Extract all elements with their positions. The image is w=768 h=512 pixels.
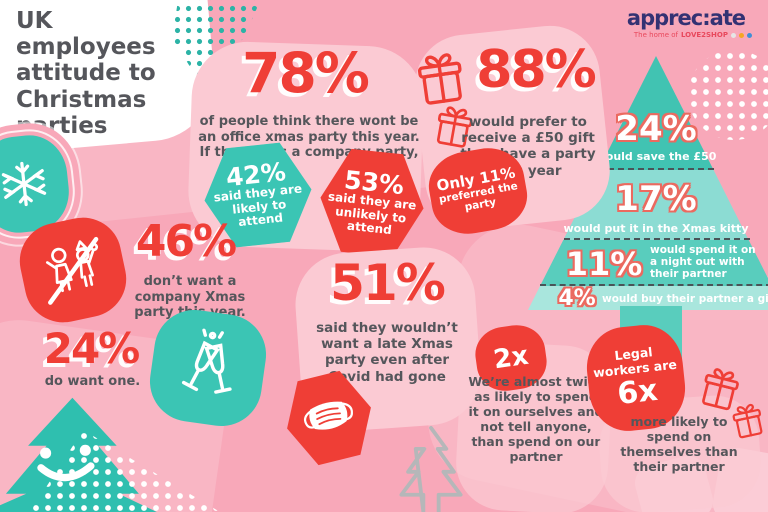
outline-tree-icon xyxy=(388,424,474,512)
page-title: UK employees attitude to Christmas parti… xyxy=(16,8,156,139)
snowflake-icon xyxy=(0,155,53,212)
champagne-badge xyxy=(144,304,272,432)
stat-2x-text: We’re almost twice as likely to spend it… xyxy=(468,374,604,464)
no-party-icon xyxy=(28,225,118,315)
stat-51-text: said they wouldn’t want a late Xmas part… xyxy=(316,320,458,385)
stat-88-value: 88% xyxy=(476,40,596,100)
brand-tagline: The home of LOVE2SHOP xyxy=(620,31,752,39)
tree-tier-4-value: 4% xyxy=(558,286,596,311)
stat-6x-text: more likely to spend on themselves than … xyxy=(620,414,738,474)
tree-tier-3-label: would spend it on a night out with their… xyxy=(650,244,756,281)
tagline-brand: LOVE2SHOP xyxy=(680,31,728,39)
stat-46-value: 46% xyxy=(135,216,237,267)
tagline-dot xyxy=(739,32,744,38)
gift-icon xyxy=(428,101,479,154)
tree-divider xyxy=(540,284,768,286)
no-party-badge xyxy=(12,210,134,330)
stat-24-value: 24% xyxy=(43,324,141,373)
halftone-dots-circle xyxy=(688,50,768,140)
stat-24-text: do want one. xyxy=(44,374,141,389)
brand-logo: apprec:ate xyxy=(626,6,746,30)
tree-tier-1-value: 24% xyxy=(615,109,697,149)
tree-breakdown-chart: 24% would save the £50 17% would put it … xyxy=(528,56,768,312)
stat-78-value: 78% xyxy=(242,41,370,105)
tree-tier-2-label: would put it in the Xmas kitty xyxy=(563,222,749,235)
mask-badge xyxy=(274,362,384,473)
champagne-icon xyxy=(161,321,256,416)
stat-53-text: said they are unlikely to attend xyxy=(327,189,418,238)
tree-tier-2-value: 17% xyxy=(615,179,697,219)
tagline-prefix: The home of xyxy=(633,31,678,39)
tree-tier-4-label: would buy their partner a gift xyxy=(602,293,768,305)
tree-tier-1-label: would save the £50 xyxy=(595,150,717,163)
gift-icon xyxy=(726,399,768,444)
gift-icon xyxy=(693,361,747,416)
brand-logo-block: apprec:ate The home of LOVE2SHOP xyxy=(620,8,752,39)
mask-icon xyxy=(296,392,362,445)
tree-divider xyxy=(564,238,750,240)
tree-divider xyxy=(598,168,714,170)
tagline-dot xyxy=(747,32,752,38)
stat-2x-value: 2x xyxy=(491,340,531,376)
tree-tier-3 xyxy=(540,240,768,286)
tree-tier-3-value: 11% xyxy=(565,245,643,283)
stat-6x-value: 6x xyxy=(615,372,660,412)
stat-51-value: 51% xyxy=(330,254,446,312)
gift-icon xyxy=(409,46,473,111)
tagline-dot xyxy=(731,32,736,38)
snowflake-badge xyxy=(0,131,73,237)
